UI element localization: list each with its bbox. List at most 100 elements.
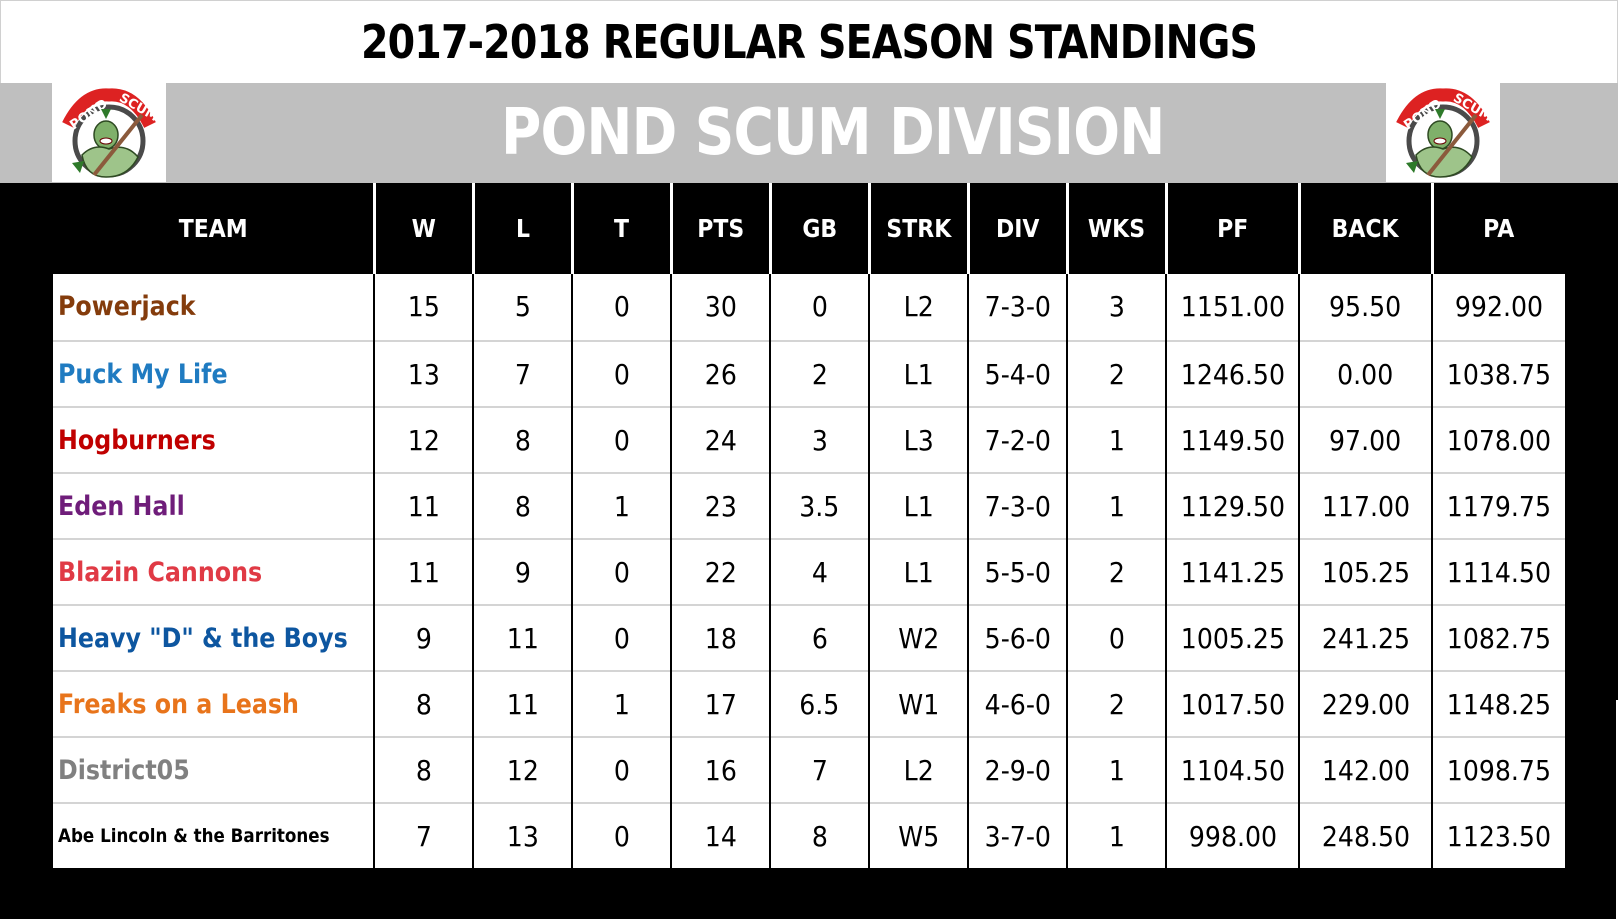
cell-pts: 30 <box>671 274 770 338</box>
column-divider <box>1298 274 1300 868</box>
value-pa: 992.00 <box>1454 289 1543 323</box>
column-header-team: TEAM <box>53 183 374 274</box>
cell-wks: 1 <box>1067 738 1166 802</box>
column-header-label: WKS <box>1087 214 1146 243</box>
column-header-label: T <box>613 214 630 243</box>
value-l: 9 <box>514 555 531 589</box>
team-name: Blazin Cannons <box>58 556 263 588</box>
cell-back: 142.00 <box>1299 738 1432 802</box>
cell-w: 12 <box>374 408 473 472</box>
value-wks: 1 <box>1108 489 1125 523</box>
column-divider <box>472 274 474 868</box>
value-gb: 6 <box>811 621 828 655</box>
cell-wks: 1 <box>1067 804 1166 868</box>
value-pts: 23 <box>704 489 737 523</box>
value-pf: 1149.50 <box>1180 423 1285 457</box>
header-separator <box>1431 183 1434 274</box>
value-t: 0 <box>613 289 630 323</box>
value-gb: 6.5 <box>799 687 840 721</box>
cell-wks: 0 <box>1067 606 1166 670</box>
header-separator <box>571 183 574 274</box>
column-header-pts: PTS <box>671 183 770 274</box>
value-pf: 1151.00 <box>1180 289 1285 323</box>
column-divider <box>769 274 771 868</box>
cell-gb: 6 <box>770 606 869 670</box>
cell-pts: 18 <box>671 606 770 670</box>
column-header-wks: WKS <box>1067 183 1166 274</box>
column-header-gb: GB <box>770 183 869 274</box>
table-row: Freaks on a Leash 8 11 1 17 6.5 W1 4-6-0 2 1017.5… <box>53 670 1565 736</box>
table-row: Abe Lincoln & the Barritones 7 13 0 14 8 W5 3-7… <box>53 802 1565 868</box>
cell-pts: 17 <box>671 672 770 736</box>
cell-t: 1 <box>572 672 671 736</box>
column-header-label: STRK <box>886 214 951 243</box>
cell-pa: 1098.75 <box>1432 738 1565 802</box>
value-wks: 3 <box>1108 289 1125 323</box>
value-pf: 1005.25 <box>1180 621 1285 655</box>
cell-pts: 23 <box>671 474 770 538</box>
cell-l: 13 <box>473 804 572 868</box>
value-div: 3-7-0 <box>984 819 1051 853</box>
value-pts: 22 <box>704 555 737 589</box>
cell-pf: 1246.50 <box>1166 342 1299 406</box>
value-pts: 14 <box>704 819 737 853</box>
value-gb: 4 <box>811 555 828 589</box>
value-div: 5-5-0 <box>984 555 1051 589</box>
value-l: 8 <box>514 489 531 523</box>
column-divider <box>868 274 870 868</box>
value-back: 105.25 <box>1321 555 1410 589</box>
cell-t: 1 <box>572 474 671 538</box>
cell-div: 7-3-0 <box>968 274 1067 338</box>
division-banner: POND SCUM DIVISION <box>0 83 1618 183</box>
value-t: 0 <box>613 357 630 391</box>
cell-strk: L2 <box>869 738 968 802</box>
column-header-label: W <box>411 214 436 243</box>
value-pa: 1123.50 <box>1446 819 1551 853</box>
column-divider <box>571 274 573 868</box>
team-name: Puck My Life <box>58 358 228 390</box>
value-t: 0 <box>613 555 630 589</box>
value-strk: L1 <box>903 489 934 523</box>
header-separator <box>373 183 376 274</box>
value-pts: 26 <box>704 357 737 391</box>
value-pa: 1078.00 <box>1446 423 1551 457</box>
cell-strk: L1 <box>869 540 968 604</box>
cell-pa: 992.00 <box>1432 274 1565 338</box>
value-pts: 17 <box>704 687 737 721</box>
team-name: Freaks on a Leash <box>58 688 299 720</box>
value-l: 13 <box>506 819 539 853</box>
value-div: 5-6-0 <box>984 621 1051 655</box>
column-header-label: DIV <box>995 214 1040 243</box>
value-w: 9 <box>415 621 432 655</box>
table-row: Powerjack 15 5 0 30 0 L2 7-3-0 3 1151.00 95.50 992.… <box>53 274 1565 340</box>
value-wks: 2 <box>1108 357 1125 391</box>
team-name-cell: Eden Hall <box>53 474 374 538</box>
column-header-label: L <box>515 214 530 243</box>
value-wks: 0 <box>1108 621 1125 655</box>
value-gb: 3 <box>811 423 828 457</box>
table-row: Puck My Life 13 7 0 26 2 L1 5-4-0 2 1246.50 0.00 10… <box>53 340 1565 406</box>
value-gb: 7 <box>811 753 828 787</box>
page-title: 2017-2018 REGULAR SEASON STANDINGS <box>360 15 1258 69</box>
value-w: 11 <box>407 489 440 523</box>
cell-div: 3-7-0 <box>968 804 1067 868</box>
header-separator <box>769 183 772 274</box>
value-pa: 1148.25 <box>1446 687 1551 721</box>
cell-strk: W5 <box>869 804 968 868</box>
team-name: Hogburners <box>58 424 216 456</box>
team-name: District05 <box>58 754 190 786</box>
header-separator <box>967 183 970 274</box>
cell-l: 5 <box>473 274 572 338</box>
cell-l: 12 <box>473 738 572 802</box>
table-header-row: TEAM W L T PTS GB STRK DIV WKS PF BACK PA <box>0 183 1618 274</box>
value-strk: L1 <box>903 555 934 589</box>
cell-strk: L3 <box>869 408 968 472</box>
value-w: 8 <box>415 687 432 721</box>
team-name: Powerjack <box>58 290 196 322</box>
cell-back: 97.00 <box>1299 408 1432 472</box>
column-header-label: PTS <box>697 214 744 243</box>
column-divider <box>1066 274 1068 868</box>
value-back: 229.00 <box>1321 687 1410 721</box>
value-l: 11 <box>506 621 539 655</box>
cell-w: 7 <box>374 804 473 868</box>
